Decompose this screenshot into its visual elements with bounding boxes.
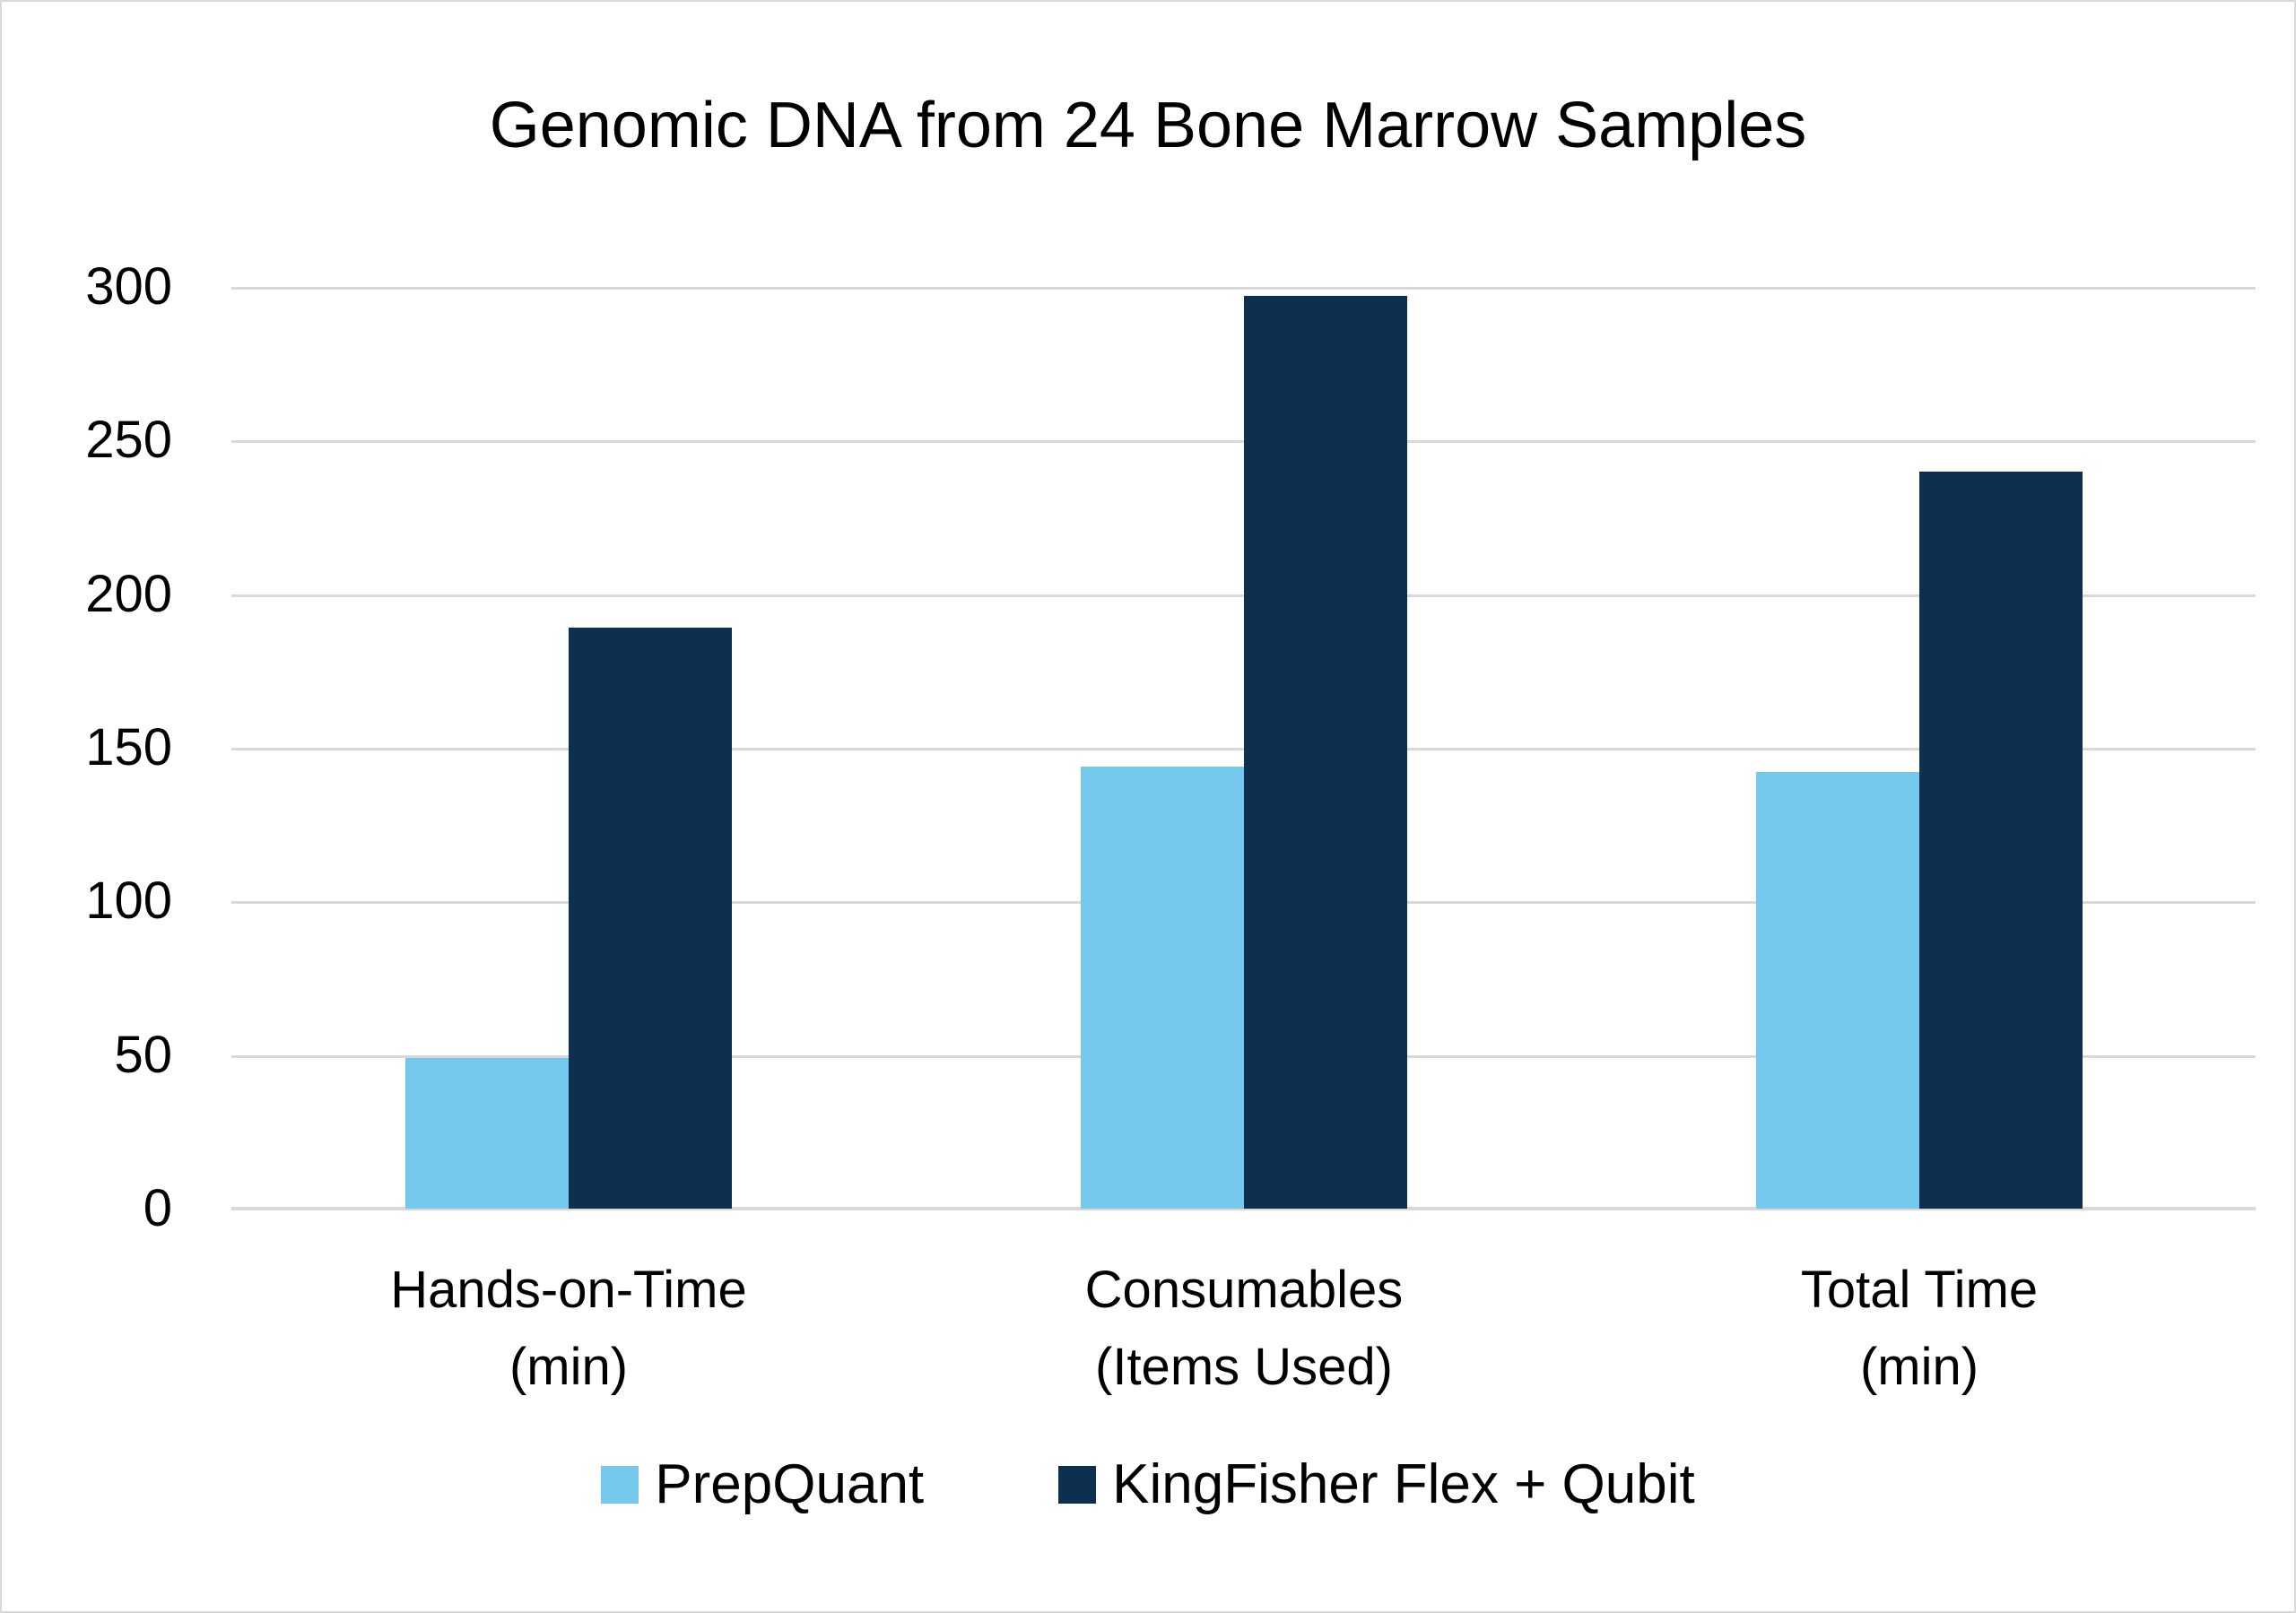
category-label-total-time: Total Time (min) — [1650, 1252, 2188, 1406]
y-tick-label: 200 — [85, 565, 172, 623]
category-label-line2: (Items Used) — [1095, 1338, 1393, 1396]
gridline-250 — [231, 440, 2256, 443]
bar-prepquant-total-time — [1756, 772, 1919, 1209]
bar-prepquant-consumables — [1081, 767, 1244, 1209]
bar-kingfisher-consumables — [1244, 296, 1407, 1209]
legend-swatch-prepquant — [601, 1465, 639, 1504]
bar-prepquant-hands-on-time — [405, 1058, 569, 1209]
gridline-200 — [231, 594, 2256, 597]
y-tick-label: 0 — [143, 1179, 172, 1237]
x-axis-baseline — [231, 1207, 2256, 1210]
legend: PrepQuant KingFisher Flex + Qubit — [0, 1453, 2296, 1516]
bar-kingfisher-total-time — [1919, 472, 2083, 1209]
legend-label: PrepQuant — [655, 1453, 925, 1515]
legend-item-kingfisher: KingFisher Flex + Qubit — [1058, 1453, 1695, 1516]
category-label-line1: Consumables — [1084, 1261, 1404, 1319]
category-label-line1: Total Time — [1800, 1261, 2039, 1319]
legend-item-prepquant: PrepQuant — [601, 1453, 924, 1516]
legend-swatch-kingfisher — [1058, 1465, 1097, 1504]
gridline-300 — [231, 287, 2256, 290]
category-label-line2: (min) — [509, 1338, 629, 1396]
category-label-hands-on-time: Hands-on-Time (min) — [300, 1252, 838, 1406]
category-label-line2: (min) — [1859, 1338, 1979, 1396]
bar-kingfisher-hands-on-time — [569, 628, 732, 1209]
chart-title: Genomic DNA from 24 Bone Marrow Samples — [489, 90, 1807, 161]
y-tick-label: 100 — [85, 872, 172, 930]
category-label-line1: Hands-on-Time — [390, 1261, 747, 1319]
y-tick-label: 50 — [114, 1026, 172, 1084]
y-tick-label: 150 — [85, 718, 172, 776]
plot-area — [231, 287, 2256, 1210]
legend-label: KingFisher Flex + Qubit — [1112, 1453, 1695, 1515]
category-label-consumables: Consumables (Items Used) — [975, 1252, 1513, 1406]
y-tick-label: 300 — [85, 257, 172, 316]
y-tick-label: 250 — [85, 411, 172, 469]
gridline-150 — [231, 748, 2256, 750]
